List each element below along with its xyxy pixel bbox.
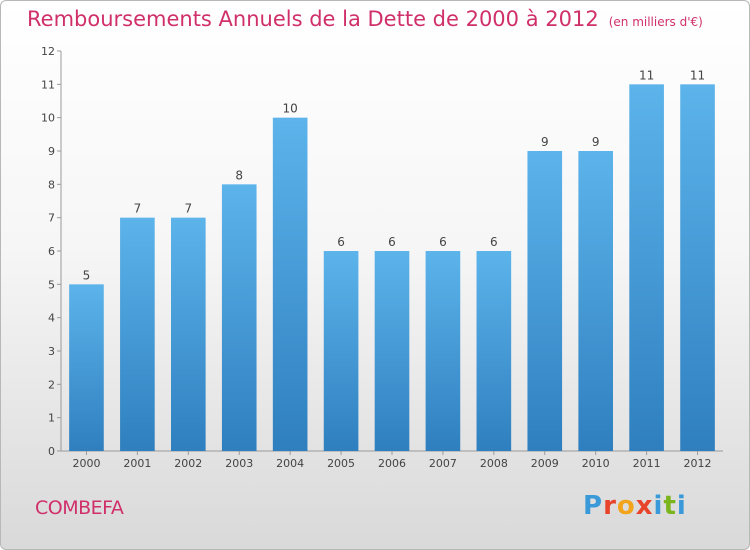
- bar-2007: [425, 251, 461, 451]
- y-tick-label: 9: [48, 145, 55, 158]
- commune-name: COMBEFA: [35, 497, 124, 519]
- x-tick-label: 2003: [225, 457, 253, 470]
- x-tick-label: 2002: [174, 457, 202, 470]
- x-tick-label: 2001: [123, 457, 151, 470]
- bar-2010: [578, 151, 614, 451]
- y-tick-label: 6: [48, 245, 55, 258]
- x-tick-label: 2012: [684, 457, 712, 470]
- y-tick-label: 7: [48, 212, 55, 225]
- bar-2004: [272, 117, 308, 452]
- logo-letter: P: [583, 491, 604, 521]
- bar-2008: [476, 251, 512, 451]
- bar-2005: [323, 251, 359, 451]
- bar-value-label: 5: [83, 268, 91, 282]
- x-tick-label: 2000: [72, 457, 100, 470]
- proxiti-logo: Proxiti: [583, 491, 687, 521]
- y-tick-label: 4: [48, 312, 55, 325]
- bar-2003: [221, 184, 257, 452]
- bar-2001: [120, 217, 155, 451]
- bar-value-label: 6: [337, 235, 345, 249]
- bar-value-label: 7: [134, 202, 142, 216]
- bar-value-label: 10: [283, 102, 298, 116]
- bar-value-label: 9: [592, 135, 600, 149]
- chart-subtitle: (en milliers d'€): [608, 15, 703, 29]
- logo-letter: i: [653, 491, 664, 521]
- logo-letter: r: [603, 491, 617, 521]
- y-tick-label: 12: [41, 45, 55, 58]
- bar-2002: [170, 217, 206, 451]
- chart-title: Remboursements Annuels de la Dette de 20…: [27, 7, 703, 31]
- bar-value-label: 6: [439, 235, 447, 249]
- x-tick-label: 2011: [633, 457, 661, 470]
- bar-2006: [374, 251, 410, 451]
- logo-letter: x: [635, 491, 654, 521]
- x-tick-label: 2007: [429, 457, 457, 470]
- bar-2011: [629, 84, 664, 451]
- x-tick-label: 2009: [531, 457, 559, 470]
- chart-title-text: Remboursements Annuels de la Dette de 20…: [27, 7, 599, 31]
- bar-value-label: 8: [235, 168, 243, 182]
- x-tick-label: 2006: [378, 457, 406, 470]
- x-tick-label: 2005: [327, 457, 355, 470]
- bar-value-label: 11: [639, 68, 654, 82]
- bar-value-label: 6: [490, 235, 498, 249]
- y-tick-label: 3: [48, 345, 55, 358]
- x-tick-label: 2008: [480, 457, 508, 470]
- y-tick-label: 0: [48, 445, 55, 458]
- x-tick-label: 2004: [276, 457, 304, 470]
- bar-2012: [680, 84, 715, 451]
- y-tick-label: 5: [48, 278, 55, 291]
- logo-letter: t: [663, 491, 677, 521]
- y-tick-label: 2: [48, 378, 55, 391]
- x-tick-label: 2010: [582, 457, 610, 470]
- chart-bars: 5 7 7 8 10 6 6 6 6 9 9 11 11: [69, 68, 715, 452]
- logo-letter: i: [676, 491, 687, 521]
- bar-2009: [527, 151, 563, 451]
- bar-value-label: 9: [541, 135, 549, 149]
- bar-value-label: 7: [184, 202, 192, 216]
- y-tick-label: 10: [41, 112, 55, 125]
- y-tick-label: 8: [48, 178, 55, 191]
- bar-value-label: 11: [690, 68, 705, 82]
- bar-value-label: 6: [388, 235, 396, 249]
- y-tick-label: 11: [41, 78, 55, 91]
- y-tick-label: 1: [48, 412, 55, 425]
- bar-2000: [69, 284, 104, 451]
- logo-letter: o: [616, 491, 636, 521]
